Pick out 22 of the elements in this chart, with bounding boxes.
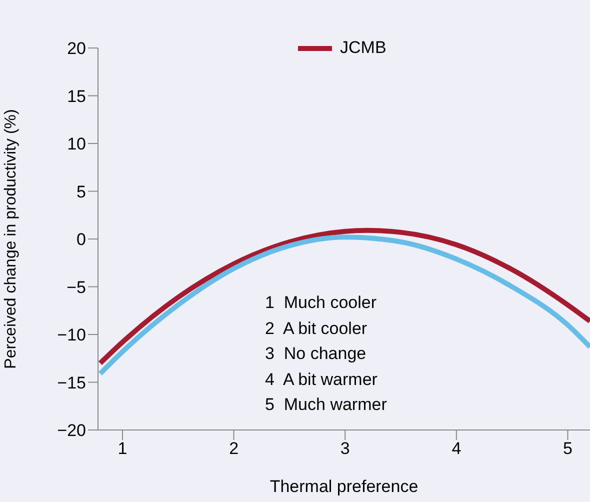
x-tick-label: 2 [229,439,239,458]
y-tick-label: −5 [66,278,86,297]
y-axis-title: Perceived change in productivity (%) [2,109,20,369]
legend-label: JCMB [340,38,386,58]
x-tick-label: 4 [452,439,462,458]
annotation: 5 Much warmer [265,394,387,416]
x-tick-label: 5 [563,439,572,458]
y-tick-label: 0 [76,230,86,250]
annotation: 1 Much cooler [265,292,378,314]
x-axis-title: Thermal preference [270,477,418,496]
y-tick-label: −20 [57,421,86,440]
y-tick-label: 5 [76,182,86,202]
annotation: 3 No change [265,343,368,365]
y-tick-label: 15 [67,86,86,106]
y-tick-label: 20 [67,39,86,58]
y-tick-label: 10 [67,134,86,154]
x-tick-label: 1 [118,439,128,458]
annotation: 2 A bit cooler [265,318,368,340]
y-tick-label: −10 [57,326,86,345]
annotation: 4 A bit warmer [265,368,378,390]
y-tick-label: −15 [57,373,86,392]
x-tick-label: 3 [340,439,350,458]
